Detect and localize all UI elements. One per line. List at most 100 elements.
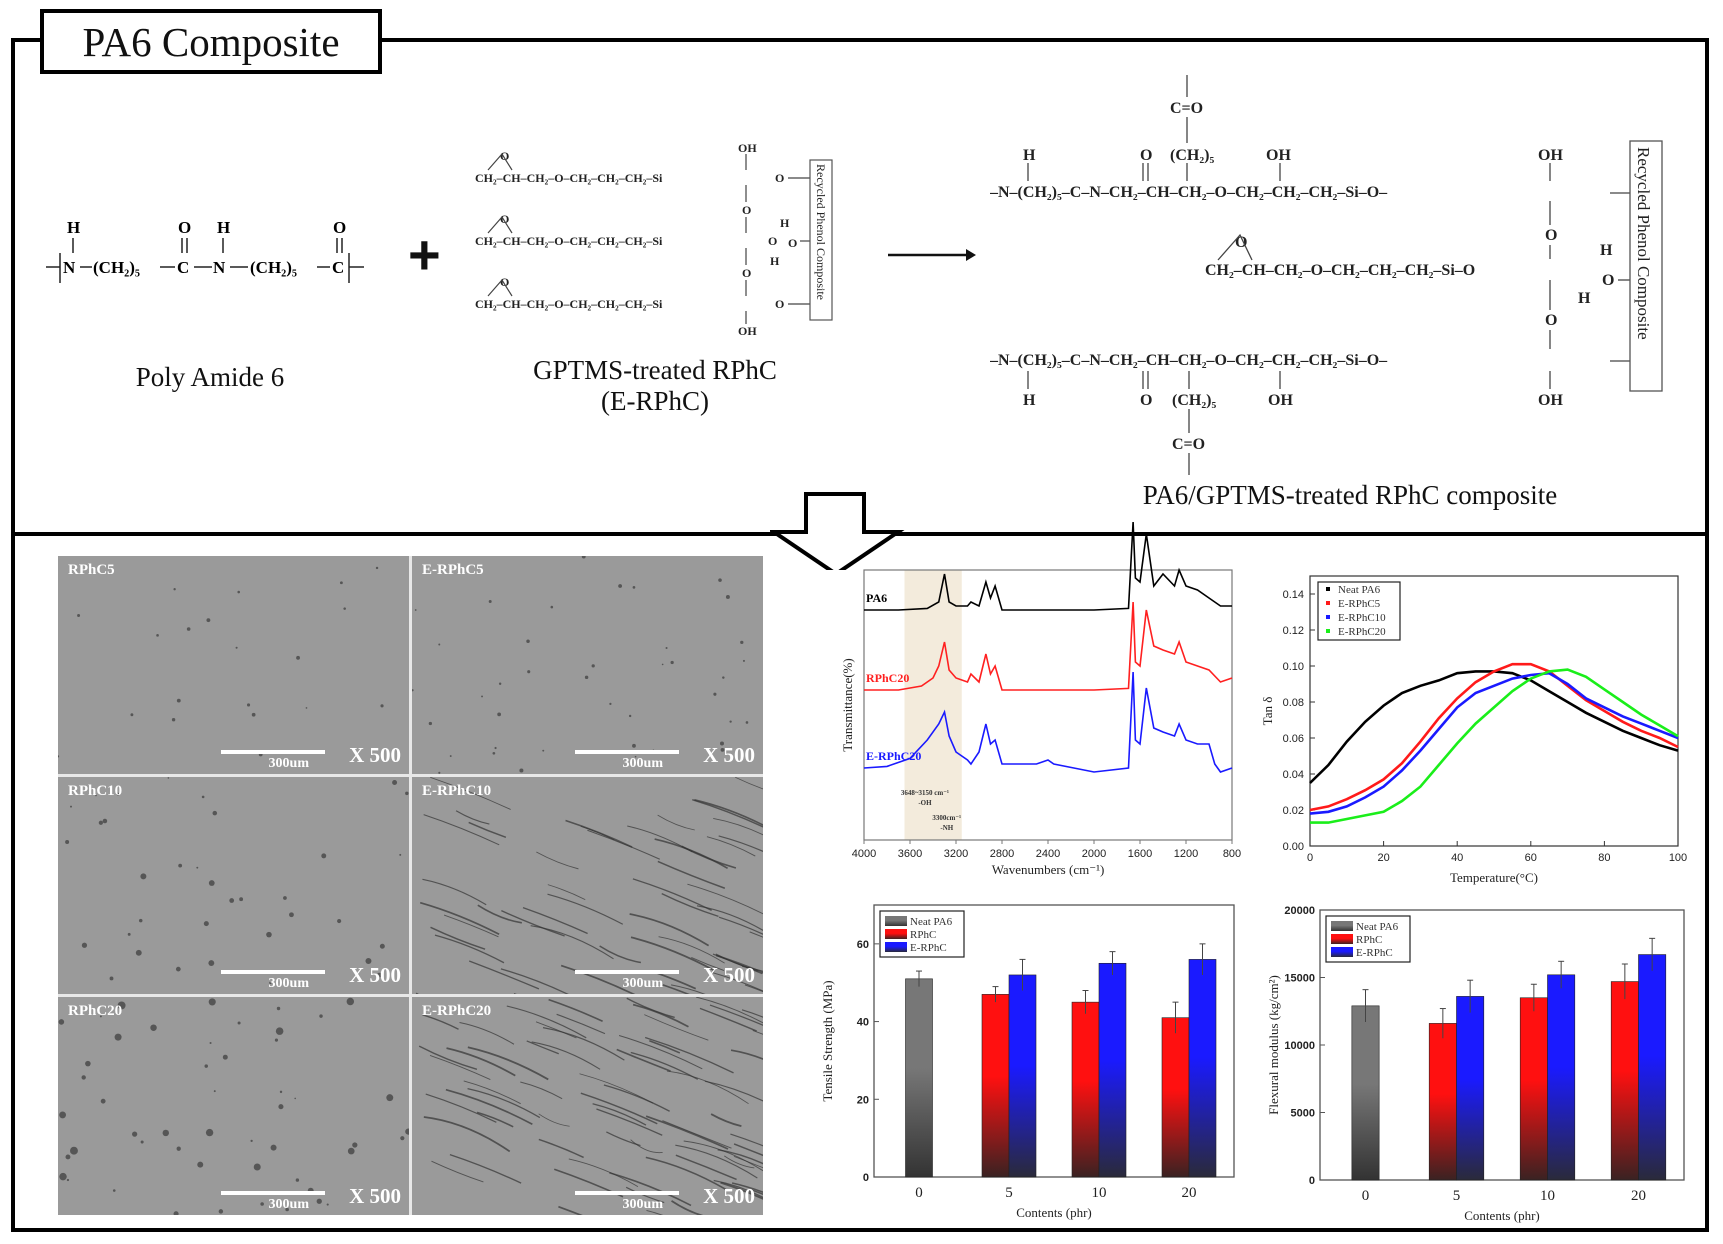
- flexural-svg: 0 5000 10000 15000 20000 0 5 10 20 Neat PA6RPhCE-…: [1266, 905, 1685, 1223]
- product-carbonyl-top: C=O: [1170, 100, 1203, 117]
- flexural-chart: 0 5000 10000 15000 20000 0 5 10 20 Neat PA6 RPhC E-…: [1258, 895, 1708, 1230]
- sem-particle: [305, 707, 308, 709]
- pa6-ch2-2: (CH₂)₅: [250, 258, 297, 277]
- pa6-n2: N: [213, 258, 226, 277]
- sem-crack: [644, 1014, 709, 1041]
- sem-crack: [422, 878, 487, 905]
- tan-delta-y-axis-label: Tan δ: [1260, 697, 1275, 726]
- sem-particle: [59, 1173, 67, 1181]
- sem-crack: [522, 906, 588, 934]
- figure-title-text: PA6 Composite: [82, 18, 340, 65]
- sem-particle: [283, 895, 287, 900]
- e-rphc-o-bridge-1: O: [742, 203, 751, 217]
- tensile-legend-swatch: [885, 942, 907, 952]
- e-rphc-epoxide-o-1: O: [500, 149, 509, 163]
- sem-particle: [171, 717, 176, 722]
- sem-particle: [742, 659, 745, 662]
- flexural-y-tick-label: 10000: [1284, 1040, 1315, 1052]
- pa6-h1: H: [67, 218, 80, 237]
- product-row-3: –N–(CH₂)₅–C–N–CH₂–CH–CH₂–O–CH₂–CH₂–CH₂–S…: [990, 352, 1388, 369]
- sem-particle: [428, 721, 433, 726]
- sem-crack: [694, 798, 763, 826]
- scale-bar: [221, 970, 325, 975]
- sem-crack: [415, 992, 421, 995]
- tan-delta-series-neat-pa6: [1309, 670, 1679, 784]
- sem-particle: [167, 776, 170, 779]
- sem-crack: [733, 1143, 763, 1157]
- flexural-x-tick-label: 20: [1631, 1188, 1646, 1204]
- tan-delta-legend-marker: [1326, 601, 1330, 605]
- product-h-oh-1: H: [1600, 242, 1613, 259]
- pa6-n1: N: [63, 258, 76, 277]
- sem-particle: [206, 618, 211, 623]
- magnification-text: X 500: [703, 963, 755, 988]
- sem-crack: [558, 1206, 582, 1215]
- sem-particle: [352, 1142, 358, 1148]
- sem-particle: [725, 594, 730, 599]
- sem-particle: [628, 714, 632, 718]
- sem-particle: [209, 1042, 212, 1045]
- sem-crack: [658, 935, 725, 964]
- e-rphc-o-link-3: O: [775, 297, 784, 311]
- sem-particle: [405, 791, 409, 795]
- product-support-label: Recycled Phenol Composite: [1634, 147, 1653, 340]
- sem-crack: [535, 1021, 577, 1039]
- sem-particle: [591, 664, 595, 668]
- tensile-bar-rphc: [1071, 1001, 1100, 1178]
- sem-crack: [587, 829, 661, 860]
- sem-particle: [618, 584, 623, 588]
- sem-crack: [713, 1180, 763, 1199]
- product-o-bridge-2: O: [1545, 312, 1557, 329]
- sem-particle: [294, 1097, 296, 1100]
- sem-particle: [720, 747, 725, 752]
- sem-particle: [270, 1144, 277, 1151]
- sem-crack: [547, 883, 586, 900]
- tan-delta-x-tick-label: 40: [1451, 852, 1463, 864]
- sem-crack: [476, 1111, 514, 1128]
- sem-crack: [547, 893, 624, 925]
- e-rphc-o-link-1: O: [775, 171, 784, 185]
- sem-crack: [548, 999, 603, 1023]
- sem-particle: [527, 670, 531, 674]
- magnification-text: X 500: [349, 963, 401, 988]
- tan-delta-legend-label: E-RPhC10: [1338, 612, 1386, 624]
- sem-particle: [498, 682, 502, 685]
- sem-particle: [550, 605, 554, 609]
- sem-panel-rphc20: RPhC20 300um X 500: [58, 997, 409, 1215]
- sem-crack: [418, 1045, 478, 1071]
- sem-texture: [418, 997, 763, 1215]
- sem-particle: [296, 655, 300, 660]
- sem-panel-label: RPhC5: [68, 562, 115, 578]
- sem-particle: [343, 607, 346, 610]
- ftir-series-rphc20: [864, 601, 1233, 691]
- ftir-annotation-nh: 3300cm⁻¹: [932, 814, 961, 822]
- sem-crack: [687, 883, 763, 914]
- sem-panel-label: E-RPhC20: [422, 1003, 492, 1020]
- sem-panel-label: RPhC20: [68, 1003, 123, 1020]
- sem-particle: [584, 675, 589, 680]
- flexural-y-tick-label: 15000: [1284, 973, 1315, 985]
- sem-crack: [431, 1161, 484, 1183]
- tan-delta-series-e-rphc5: [1309, 662, 1679, 812]
- sem-crack: [599, 945, 642, 963]
- sem-crack: [691, 956, 725, 971]
- e-rphc-chain-1: CH₂–CH–CH₂–O–CH₂–CH₂–CH₂–Si: [475, 171, 663, 185]
- flexural-y-tick-label: 5000: [1291, 1108, 1315, 1120]
- sem-particle: [392, 779, 398, 785]
- pa6-c2: C: [332, 258, 344, 277]
- sem-particle: [95, 794, 97, 796]
- sem-particle: [246, 703, 251, 707]
- product-o-bridge-1: O: [1545, 227, 1557, 244]
- ftir-x-tick-label: 1600: [1128, 848, 1152, 860]
- sem-particle: [275, 1027, 284, 1036]
- sem-texture: [415, 776, 763, 995]
- sem-particle: [229, 897, 235, 903]
- tensile-bar-neat-pa6: [905, 978, 933, 1178]
- product-structure: –N–(CH₂)₅–C–N–CH₂–CH–CH₂–O–CH₂–CH₂–CH₂–S…: [990, 75, 1663, 475]
- magnification-text: X 500: [349, 1184, 401, 1208]
- product-h-bottom: H: [1023, 392, 1036, 409]
- sem-texture: [65, 776, 409, 984]
- sem-particle: [285, 1208, 289, 1212]
- e-rphc-epoxide-o-2: O: [500, 212, 509, 226]
- sem-particle: [380, 704, 384, 708]
